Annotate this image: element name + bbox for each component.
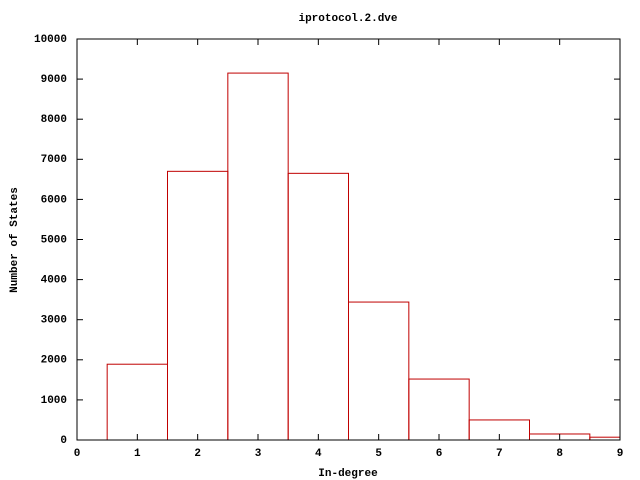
x-tick-label: 5 [375,448,382,460]
y-tick-label: 6000 [41,194,67,206]
x-tick-label: 6 [436,448,443,460]
bars [106,72,620,440]
x-tick-label: 4 [315,448,322,460]
x-tick-label: 1 [134,448,141,460]
bar [106,363,168,440]
y-axis-label: Number of States [9,187,21,293]
bar [348,301,410,440]
y-tick-label: 2000 [41,355,67,367]
y-tick-label: 1000 [41,395,67,407]
y-tick-label: 5000 [41,234,67,246]
y-tick-label: 8000 [41,114,67,126]
x-tick-label: 7 [496,448,503,460]
x-tick-label: 9 [617,448,624,460]
y-tick-label: 9000 [41,74,67,86]
bar [227,72,289,440]
x-tick-label: 3 [255,448,262,460]
y-tick-label: 10000 [34,34,67,46]
y-tick-label: 4000 [41,275,67,287]
bar [468,419,530,440]
y-tick-label: 3000 [41,315,67,327]
x-tick-label: 0 [74,448,81,460]
bar [287,172,349,440]
chart-title: iprotocol.2.dve [298,13,397,25]
y-tick-label: 0 [60,435,67,447]
x-tick-label: 2 [194,448,201,460]
bar [408,378,470,440]
y-tick-label: 7000 [41,154,67,166]
x-axis-label: In-degree [318,468,378,480]
x-tick-label: 8 [556,448,563,460]
bar [167,170,229,440]
